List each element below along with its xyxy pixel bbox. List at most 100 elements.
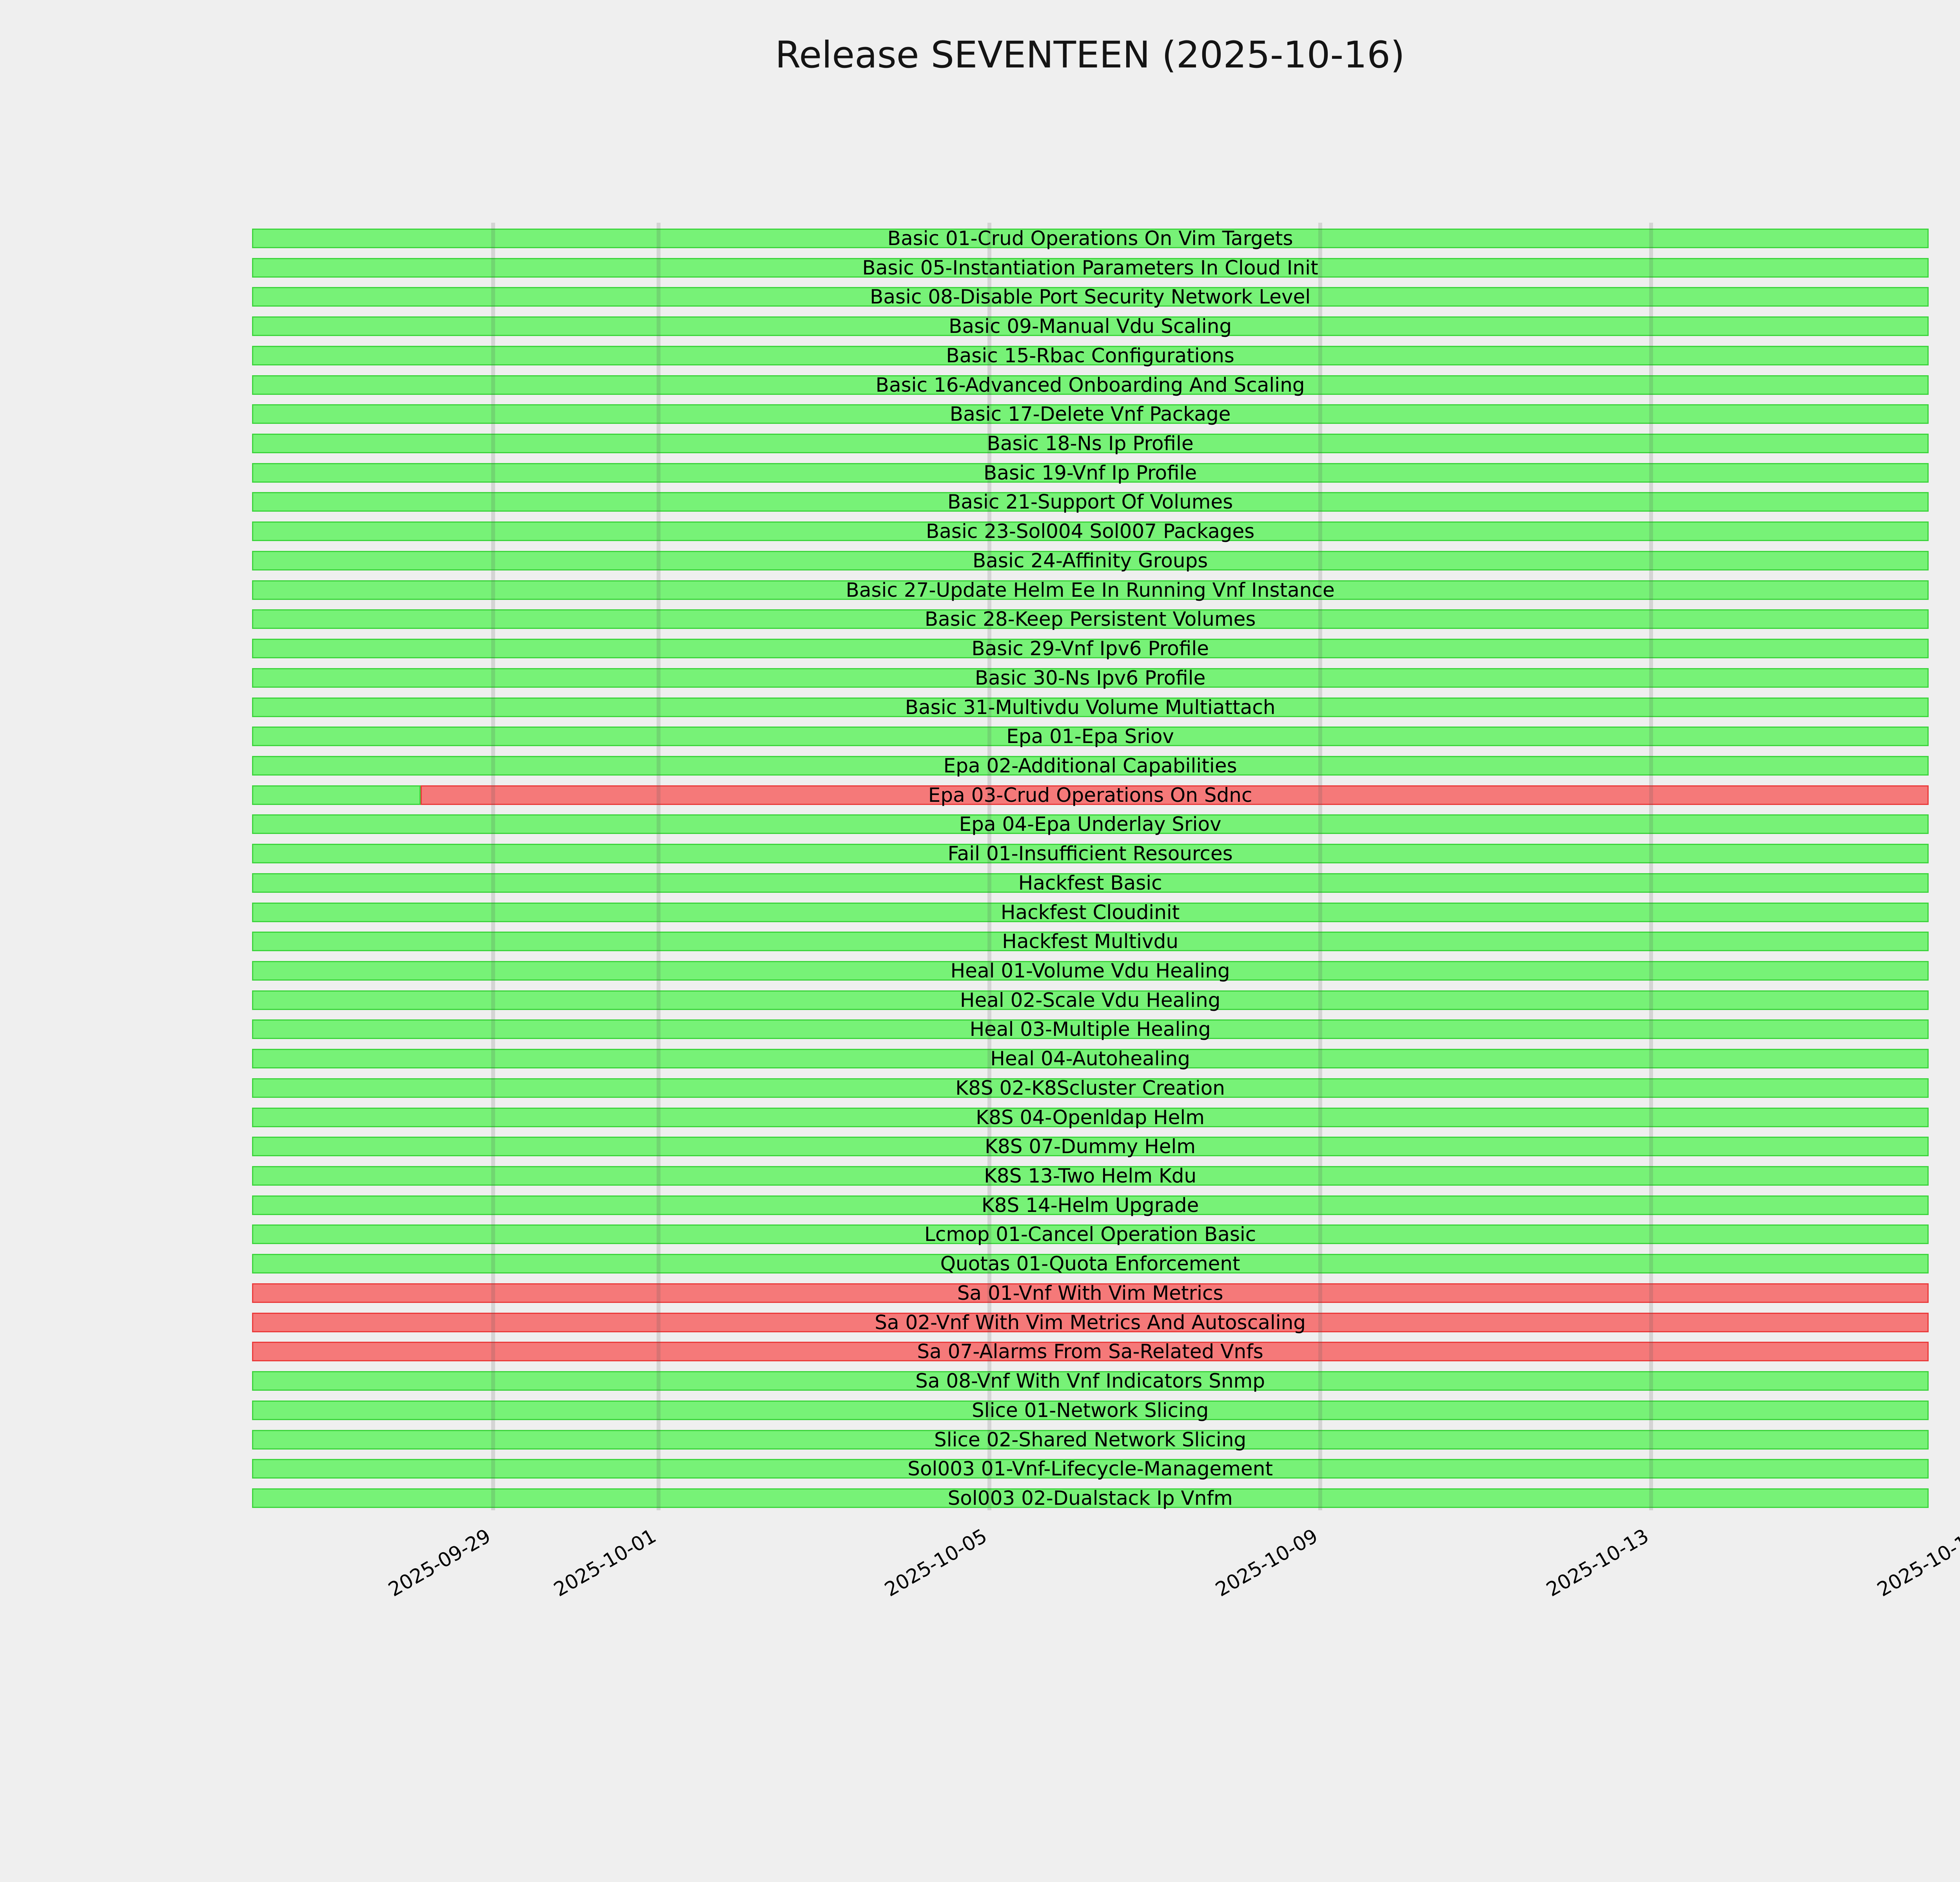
test-name-label: K8S 07-Dummy Helm <box>985 1135 1196 1158</box>
test-bar-segment-pass <box>252 463 1929 483</box>
test-bar-segment-pass <box>252 345 1929 365</box>
test-name-label: Fail 01-Insufficient Resources <box>947 842 1233 865</box>
test-name-label: Basic 17-Delete Vnf Package <box>949 403 1231 426</box>
test-name-label: Basic 29-Vnf Ipv6 Profile <box>971 637 1209 660</box>
x-gridline <box>1318 223 1322 1510</box>
test-bar-segment-pass <box>252 697 1929 717</box>
test-bar-segment-pass <box>252 873 1929 893</box>
x-gridline <box>1649 223 1653 1510</box>
test-name-label: Basic 31-Multivdu Volume Multiattach <box>905 696 1276 719</box>
test-name-label: Heal 03-Multiple Healing <box>969 1018 1211 1041</box>
chart-title: Release SEVENTEEN (2025-10-16) <box>775 34 1405 76</box>
test-bar-segment-pass <box>252 229 1929 248</box>
test-bar-segment-pass <box>252 287 1929 307</box>
x-gridline <box>657 223 661 1510</box>
test-bar-segment-pass <box>252 844 1929 864</box>
test-bar-segment-pass <box>252 1195 1929 1215</box>
test-bar-segment-pass <box>252 932 1929 952</box>
test-name-label: Sa 08-Vnf With Vnf Indicators Snmp <box>915 1370 1265 1393</box>
test-bar-segment-pass <box>252 434 1929 454</box>
test-name-label: Basic 24-Affinity Groups <box>972 549 1208 572</box>
x-axis-tick-label: 2025-10-05 <box>881 1524 991 1601</box>
test-bar-segment-pass <box>252 1459 1929 1479</box>
test-bar-segment-pass <box>252 580 1929 600</box>
x-gridline <box>491 223 495 1510</box>
x-gridline <box>987 223 991 1510</box>
x-axis-tick-label: 2025-10-09 <box>1212 1524 1322 1601</box>
test-name-label: Heal 04-Autohealing <box>990 1047 1191 1070</box>
test-bar-segment-pass <box>252 258 1929 278</box>
test-bar-segment-pass <box>252 609 1929 629</box>
test-name-label: Sa 02-Vnf With Vim Metrics And Autoscali… <box>875 1311 1306 1334</box>
test-bar-segment-pass <box>252 990 1929 1010</box>
test-bar-segment-pass <box>252 1488 1929 1508</box>
test-bar-segment-pass <box>252 1078 1929 1098</box>
test-bar-segment-fail <box>252 1342 1929 1362</box>
test-name-label: Quotas 01-Quota Enforcement <box>940 1252 1240 1275</box>
test-name-label: Basic 21-Support Of Volumes <box>947 490 1233 514</box>
test-name-label: Slice 02-Shared Network Slicing <box>934 1428 1247 1451</box>
test-name-label: Basic 05-Instantiation Parameters In Clo… <box>862 256 1318 279</box>
test-bar-segment-pass <box>252 1019 1929 1039</box>
test-name-label: K8S 04-Openldap Helm <box>976 1106 1205 1129</box>
test-bar-segment-pass <box>252 316 1929 336</box>
test-bar-segment-pass <box>252 1137 1929 1157</box>
test-name-label: Basic 19-Vnf Ip Profile <box>984 461 1197 484</box>
test-bar-segment-pass <box>252 1224 1929 1244</box>
test-name-label: Basic 09-Manual Vdu Scaling <box>949 315 1232 338</box>
test-name-label: K8S 02-K8Scluster Creation <box>955 1076 1225 1099</box>
test-bar-segment-pass <box>252 814 1929 834</box>
test-name-label: Epa 02-Additional Capabilities <box>943 754 1237 777</box>
test-name-label: Basic 01-Crud Operations On Vim Targets <box>887 227 1293 250</box>
test-name-label: Epa 01-Epa Sriov <box>1006 725 1174 748</box>
test-bar-segment-pass <box>252 1400 1929 1420</box>
test-name-label: Sa 01-Vnf With Vim Metrics <box>957 1281 1223 1304</box>
test-bar-segment-pass <box>252 668 1929 688</box>
test-name-label: K8S 14-Helm Upgrade <box>981 1194 1199 1217</box>
test-name-label: Basic 18-Ns Ip Profile <box>987 432 1194 455</box>
test-name-label: Lcmop 01-Cancel Operation Basic <box>924 1223 1256 1246</box>
test-bar-segment-pass <box>252 785 421 805</box>
test-bar-segment-pass <box>252 1254 1929 1274</box>
test-bar-segment-pass <box>252 1371 1929 1391</box>
test-bar-segment-fail <box>252 1312 1929 1332</box>
test-name-label: Basic 08-Disable Port Security Network L… <box>870 285 1311 309</box>
test-bar-segment-pass <box>252 727 1929 747</box>
test-name-label: Hackfest Multivdu <box>1002 930 1179 953</box>
test-name-label: Slice 01-Network Slicing <box>971 1399 1209 1422</box>
test-bar-segment-pass <box>252 639 1929 659</box>
test-bar-segment-fail <box>252 1283 1929 1303</box>
x-axis-tick-label: 2025-09-29 <box>385 1524 495 1601</box>
test-bar-segment-pass <box>252 902 1929 922</box>
test-name-label: Sa 07-Alarms From Sa-Related Vnfs <box>917 1340 1263 1363</box>
test-bar-segment-pass <box>252 550 1929 570</box>
test-name-label: Basic 27-Update Helm Ee In Running Vnf I… <box>846 578 1335 601</box>
test-name-label: Heal 01-Volume Vdu Healing <box>950 959 1230 982</box>
test-bar-segment-pass <box>252 1430 1929 1450</box>
test-bar-segment-pass <box>252 1107 1929 1127</box>
test-bar-segment-pass <box>252 521 1929 541</box>
test-name-label: K8S 13-Two Helm Kdu <box>984 1164 1197 1188</box>
test-name-label: Epa 04-Epa Underlay Sriov <box>959 813 1221 836</box>
test-bar-segment-pass <box>252 1049 1929 1069</box>
test-name-label: Basic 28-Keep Persistent Volumes <box>924 608 1256 631</box>
test-name-label: Basic 23-Sol004 Sol007 Packages <box>926 520 1255 543</box>
test-bar-segment-pass <box>252 756 1929 776</box>
test-name-label: Basic 30-Ns Ipv6 Profile <box>975 666 1206 689</box>
test-bar-segment-pass <box>252 492 1929 512</box>
test-bar-segment-pass <box>252 1166 1929 1186</box>
test-bar-segment-fail <box>421 785 1929 805</box>
test-name-label: Sol003 01-Vnf-Lifecycle-Management <box>907 1457 1273 1481</box>
test-name-label: Basic 16-Advanced Onboarding And Scaling <box>875 373 1305 396</box>
test-bar-segment-pass <box>252 961 1929 981</box>
test-name-label: Hackfest Cloudinit <box>1000 901 1180 924</box>
test-name-label: Sol003 02-Dualstack Ip Vnfm <box>947 1486 1233 1510</box>
test-bar-segment-pass <box>252 404 1929 424</box>
test-name-label: Heal 02-Scale Vdu Healing <box>960 988 1221 1012</box>
test-name-label: Hackfest Basic <box>1018 871 1162 894</box>
x-axis-tick-label: 2025-10-17 <box>1873 1524 1960 1601</box>
test-bar-segment-pass <box>252 375 1929 395</box>
test-name-label: Basic 15-Rbac Configurations <box>946 344 1234 367</box>
